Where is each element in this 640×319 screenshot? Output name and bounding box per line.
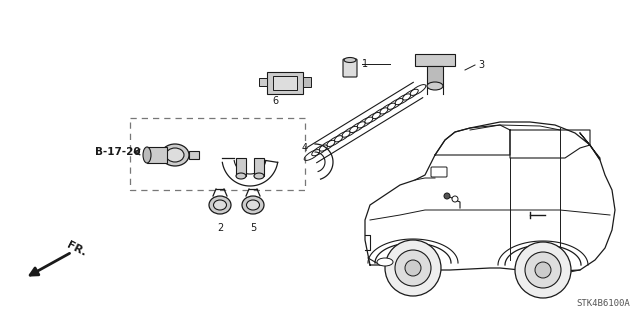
Text: 6: 6 bbox=[272, 96, 278, 106]
Bar bbox=[415, 54, 455, 66]
Ellipse shape bbox=[242, 196, 264, 214]
Circle shape bbox=[395, 250, 431, 286]
Text: 5: 5 bbox=[250, 223, 256, 233]
Text: 4: 4 bbox=[302, 143, 308, 153]
Bar bbox=[427, 66, 443, 86]
Bar bbox=[189, 151, 199, 159]
FancyBboxPatch shape bbox=[343, 59, 357, 77]
FancyBboxPatch shape bbox=[431, 167, 447, 177]
Bar bbox=[254, 158, 264, 176]
Bar bbox=[236, 158, 246, 176]
Ellipse shape bbox=[377, 258, 393, 266]
Ellipse shape bbox=[166, 148, 184, 162]
Ellipse shape bbox=[427, 82, 443, 90]
Bar bbox=[303, 77, 311, 87]
Circle shape bbox=[525, 252, 561, 288]
Bar bbox=[273, 76, 297, 90]
Text: STK4B6100A: STK4B6100A bbox=[576, 299, 630, 308]
Bar bbox=[147, 147, 167, 163]
Text: 1: 1 bbox=[362, 59, 368, 69]
Ellipse shape bbox=[344, 57, 356, 63]
Bar bbox=[267, 72, 303, 94]
Circle shape bbox=[385, 240, 441, 296]
Text: 2: 2 bbox=[217, 223, 223, 233]
Text: B-17-20: B-17-20 bbox=[95, 147, 141, 157]
Ellipse shape bbox=[161, 144, 189, 166]
Ellipse shape bbox=[214, 200, 227, 210]
Circle shape bbox=[535, 262, 551, 278]
Ellipse shape bbox=[246, 200, 259, 210]
Circle shape bbox=[452, 196, 458, 202]
Circle shape bbox=[405, 260, 421, 276]
Ellipse shape bbox=[236, 173, 246, 179]
Bar bbox=[130, 118, 305, 190]
Circle shape bbox=[444, 193, 450, 199]
Text: 3: 3 bbox=[478, 60, 484, 70]
Ellipse shape bbox=[209, 196, 231, 214]
Ellipse shape bbox=[143, 147, 151, 163]
Bar bbox=[259, 78, 267, 86]
Ellipse shape bbox=[254, 173, 264, 179]
Circle shape bbox=[515, 242, 571, 298]
Text: FR.: FR. bbox=[65, 240, 88, 258]
